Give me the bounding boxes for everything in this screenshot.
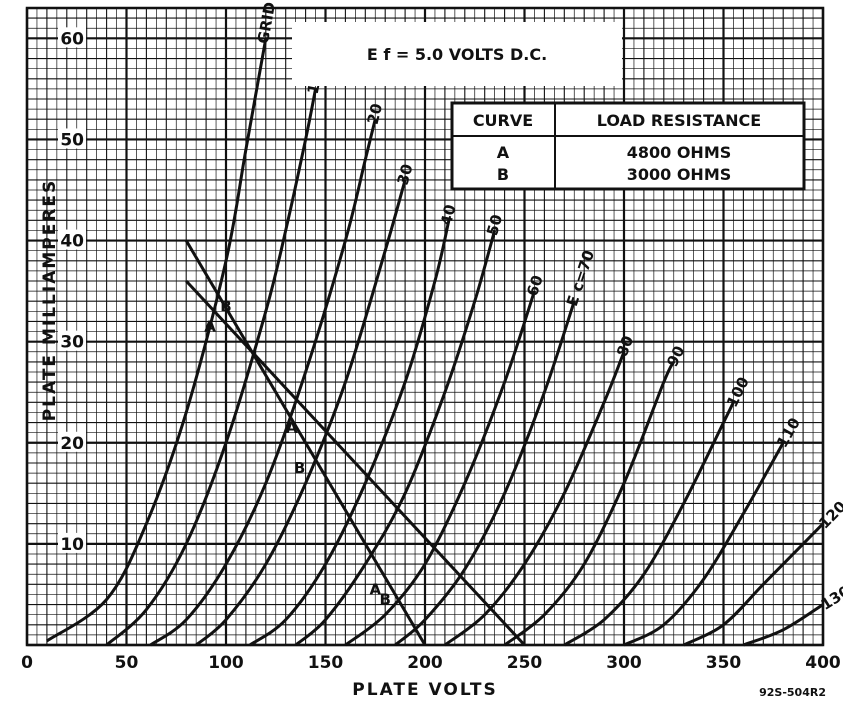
x-axis-ticks: 0 50 100 150 200 250 300 350 400 xyxy=(21,653,841,673)
y-axis-ticks: 10 20 30 40 50 60 xyxy=(58,27,86,555)
grid-curve-5 xyxy=(294,230,497,647)
figure-code: 92S-504R2 xyxy=(759,686,826,699)
grid-curve-6 xyxy=(344,290,536,647)
y-tick-label: 30 xyxy=(60,333,84,353)
grid-curve-2 xyxy=(149,118,377,647)
grid-curve-0 xyxy=(46,38,268,643)
heater-note: E f = 5.0 VOLTS D.C. xyxy=(367,45,547,64)
x-tick-label: 0 xyxy=(21,653,33,673)
grid-curve-10 xyxy=(563,401,735,647)
grid-curve-label-3: 30 xyxy=(394,162,417,187)
grid-curve-12 xyxy=(683,522,825,647)
x-tick-label: 50 xyxy=(115,653,139,673)
grid-curve-label-6: 60 xyxy=(523,273,547,298)
y-tick-background xyxy=(58,532,86,553)
y-tick-label: 20 xyxy=(60,434,84,454)
x-axis-title: PLATE VOLTS xyxy=(352,680,497,700)
grid-curve-4 xyxy=(249,219,451,647)
grid-curve-13 xyxy=(742,603,824,647)
x-tick-label: 250 xyxy=(507,653,543,673)
y-tick-background xyxy=(58,330,86,351)
load-line-marker: A xyxy=(204,318,216,336)
legend-row-a-load: 4800 OHMS xyxy=(627,143,732,162)
x-tick-label: 150 xyxy=(308,653,344,673)
load-line-marker: A xyxy=(369,580,381,598)
y-tick-background xyxy=(58,229,86,250)
y-tick-label: 60 xyxy=(60,29,84,49)
grid-curve-11 xyxy=(623,442,785,647)
grid-curve-label-2: 20 xyxy=(364,102,386,127)
load-line-marker: A xyxy=(286,419,298,437)
y-tick-label: 10 xyxy=(60,535,84,555)
grid-curve-label-5: 50 xyxy=(483,213,506,238)
legend-table: CURVE LOAD RESISTANCE A 4800 OHMS B 3000… xyxy=(450,101,806,191)
x-tick-label: 300 xyxy=(606,653,642,673)
load-line-B xyxy=(184,239,427,646)
legend-header-load: LOAD RESISTANCE xyxy=(597,111,761,130)
legend-row-b-load: 3000 OHMS xyxy=(627,165,732,184)
load-line-marker: B xyxy=(220,297,231,315)
y-tick-label: 50 xyxy=(60,130,84,150)
grid-curve-3 xyxy=(195,179,407,647)
load-line-A xyxy=(185,279,526,647)
x-tick-label: 100 xyxy=(208,653,244,673)
y-tick-background xyxy=(58,431,86,452)
load-line-marker: B xyxy=(294,459,305,477)
grid-curve-7 xyxy=(394,300,576,647)
x-tick-label: 400 xyxy=(805,653,841,673)
legend-row-a-curve: A xyxy=(497,143,510,162)
grid-curve-9 xyxy=(503,361,676,647)
x-tick-label: 350 xyxy=(706,653,742,673)
grid-curve-label-4: 40 xyxy=(437,203,459,227)
x-tick-label: 200 xyxy=(407,653,443,673)
y-tick-background xyxy=(58,27,86,48)
legend-header-curve: CURVE xyxy=(473,111,533,130)
load-line-marker: B xyxy=(379,591,390,609)
grid-curve-8 xyxy=(443,351,626,647)
y-axis-title: PLATE MILLIAMPERES xyxy=(40,179,60,422)
legend-row-b-curve: B xyxy=(497,165,509,184)
heater-note-box xyxy=(292,22,622,86)
y-tick-background xyxy=(58,128,86,149)
grid-curve-1 xyxy=(105,88,318,647)
y-tick-label: 40 xyxy=(60,232,84,252)
